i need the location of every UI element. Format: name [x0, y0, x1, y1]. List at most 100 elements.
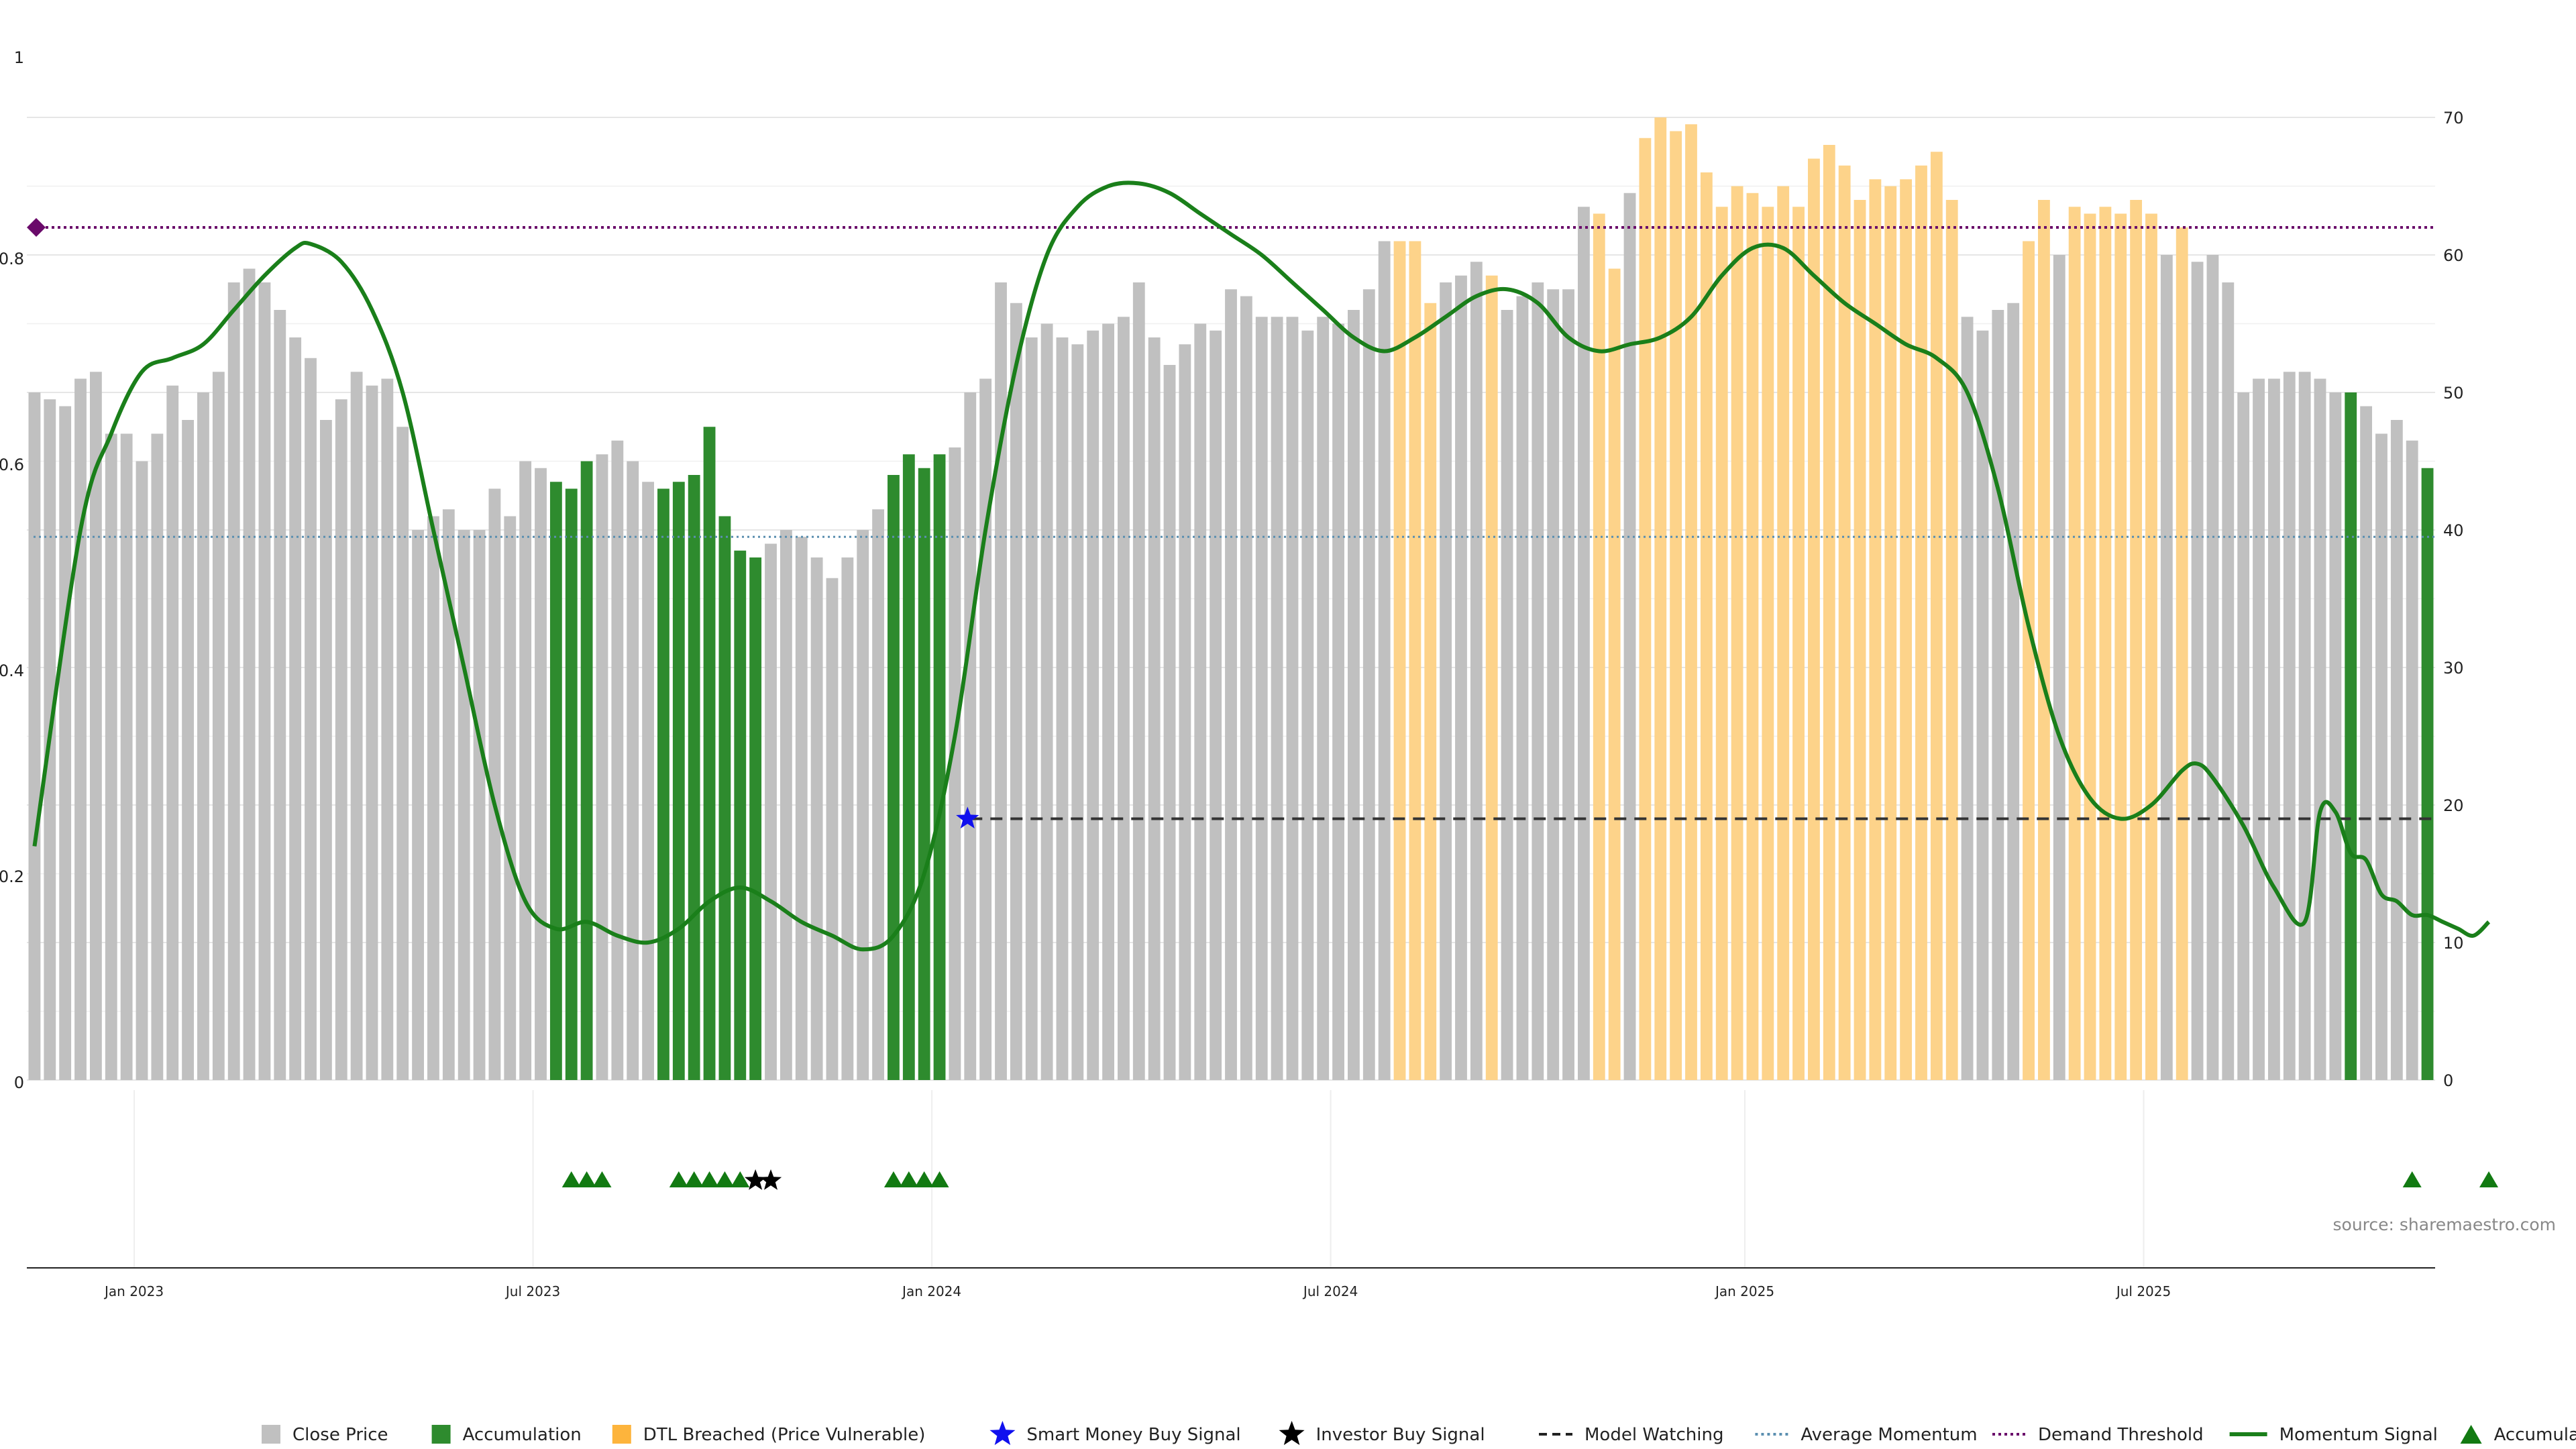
legend-item: Demand Threshold — [1992, 1425, 2204, 1445]
accumulation-bar — [749, 557, 762, 1080]
close-price-bar — [2053, 255, 2065, 1080]
close-price-bar — [1040, 323, 1053, 1080]
close-price-bar — [274, 310, 286, 1080]
reference-lines — [27, 218, 2435, 820]
close-price-bar — [1317, 317, 1330, 1080]
investor-buy-signal-marker — [744, 1169, 767, 1190]
close-price-bar — [458, 530, 470, 1080]
close-price-bar — [1532, 282, 1544, 1080]
close-price-bar — [765, 543, 777, 1080]
legend-item: Momentum Signal — [2229, 1425, 2438, 1445]
legend-star-icon — [1279, 1421, 1305, 1446]
left-tick-label: 0.6 — [0, 455, 24, 474]
close-price-bar — [642, 482, 655, 1080]
dtl-breached-bar — [1685, 124, 1697, 1080]
legend-item: Model Watching — [1539, 1425, 1723, 1445]
legend: Close Price Accumulation DTL Breached (Pri… — [262, 1421, 2576, 1446]
x-tick-label: Jul 2024 — [1302, 1283, 1358, 1299]
close-price-bar — [2329, 392, 2342, 1080]
close-price-bar — [120, 433, 133, 1080]
legend-swatch — [431, 1425, 451, 1444]
close-price-bar — [1225, 289, 1237, 1080]
left-tick-label: 0 — [14, 1073, 24, 1092]
dtl-breached-bar — [1838, 165, 1851, 1080]
accumulation-bar — [888, 475, 900, 1080]
accumulation-bar — [657, 488, 669, 1080]
dtl-breached-bar — [1731, 186, 1743, 1080]
momentum-signal-line — [32, 180, 2491, 952]
close-price-bar — [1440, 282, 1452, 1080]
close-price-bar — [442, 509, 455, 1080]
close-price-bar — [2283, 372, 2296, 1080]
close-price-bar — [197, 392, 209, 1080]
close-price-bar — [151, 433, 164, 1080]
close-price-bar — [1194, 323, 1207, 1080]
x-tick-label: Jul 2025 — [2115, 1283, 2171, 1299]
legend-swatch — [262, 1425, 280, 1444]
close-price-bar — [1547, 289, 1560, 1080]
close-price-bar — [2222, 282, 2235, 1080]
legend-star-icon — [989, 1421, 1016, 1446]
close-price-bar — [212, 372, 225, 1080]
dtl-breached-bar — [1485, 275, 1498, 1080]
close-price-bar — [1516, 296, 1529, 1080]
dtl-breached-bar — [1762, 207, 1774, 1080]
accumulation-bar — [902, 454, 915, 1080]
accumulation-marker — [561, 1171, 581, 1187]
dtl-breached-bar — [1409, 241, 1421, 1080]
close-price-bar — [1332, 323, 1344, 1080]
legend-item: Average Momentum — [1755, 1425, 1978, 1445]
dtl-breached-bar — [1945, 200, 1958, 1080]
close-price-bar — [780, 530, 792, 1080]
legend-label: Momentum Signal — [2279, 1425, 2438, 1445]
close-price-bar — [1961, 317, 1974, 1080]
signal-markers — [561, 806, 2499, 1190]
x-tick-label: Jan 2024 — [901, 1283, 961, 1299]
close-price-bar — [412, 530, 425, 1080]
legend-swatch — [612, 1425, 631, 1444]
accumulation-marker — [577, 1171, 596, 1187]
close-price-bar — [136, 461, 148, 1080]
close-price-bar — [2375, 433, 2387, 1080]
close-price-bar — [1210, 330, 1222, 1080]
dtl-breached-bar — [2099, 207, 2112, 1080]
dtl-breached-bar — [2114, 213, 2127, 1080]
dtl-breached-bar — [1654, 117, 1667, 1080]
accumulation-bar — [918, 468, 930, 1080]
accumulation-bar — [549, 482, 562, 1080]
close-price-bar — [74, 378, 87, 1080]
close-price-bar — [535, 468, 547, 1080]
right-tick-label: 20 — [2443, 796, 2464, 815]
close-price-bar — [1071, 344, 1084, 1080]
legend-item: Smart Money Buy Signal — [989, 1421, 1241, 1446]
close-price-bar — [2298, 372, 2311, 1080]
dtl-breached-bar — [1424, 303, 1437, 1080]
legend-label: Average Momentum — [1801, 1425, 1977, 1445]
momentum-signal — [32, 180, 2491, 952]
dtl-breached-bar — [1593, 213, 1605, 1080]
legend-item: DTL Breached (Price Vulnerable) — [612, 1425, 925, 1445]
legend-label: Accumulation — [2494, 1425, 2576, 1445]
accumulation-marker — [883, 1171, 903, 1187]
left-tick-label: 0.2 — [0, 867, 24, 886]
legend-item: Investor Buy Signal — [1279, 1421, 1485, 1446]
dtl-breached-bar — [1884, 186, 1897, 1080]
close-price-bar — [519, 461, 532, 1080]
close-price-bar — [1102, 323, 1114, 1080]
legend-item: Accumulation — [2460, 1425, 2576, 1445]
dtl-breached-bar — [1915, 165, 1927, 1080]
dtl-breached-bar — [1746, 193, 1759, 1080]
accumulation-bar — [580, 461, 593, 1080]
dtl-breached-bar — [1869, 179, 1882, 1080]
accumulation-marker — [914, 1171, 934, 1187]
close-price-bar — [995, 282, 1007, 1080]
close-price-bar — [2206, 255, 2219, 1080]
close-price-bar — [105, 433, 117, 1080]
close-price-bar — [1562, 289, 1574, 1080]
accumulation-marker — [2402, 1171, 2422, 1187]
right-tick-label: 0 — [2443, 1071, 2453, 1090]
close-price-bar — [366, 385, 378, 1080]
left-tick-label: 0.8 — [0, 250, 24, 268]
accumulation-marker — [899, 1171, 918, 1187]
close-price-bar — [1056, 337, 1069, 1080]
